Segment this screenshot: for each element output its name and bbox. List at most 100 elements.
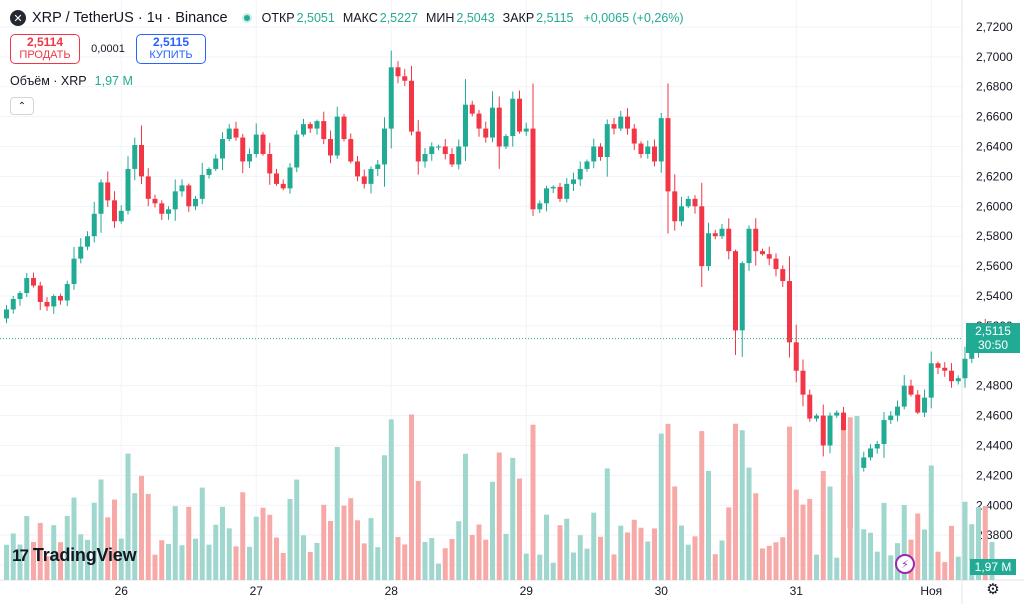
volume-bar [213, 524, 219, 580]
volume-bar [220, 506, 225, 580]
candle-body [4, 309, 9, 319]
volume-bar [348, 498, 354, 580]
candle-body [395, 67, 401, 77]
candle-body [638, 143, 644, 154]
volume-legend[interactable]: Объём · XRP 1,97 M [10, 74, 133, 88]
candle-body [591, 146, 597, 162]
volume-bar [44, 556, 50, 580]
candle-body [908, 385, 914, 395]
volume-bar [868, 532, 873, 580]
candle-body [503, 136, 509, 147]
volume-bar [186, 506, 192, 580]
candle-body [577, 168, 583, 180]
x-tick-label: 30 [655, 584, 669, 598]
ohlc-open-value: 2,5051 [296, 11, 335, 25]
volume-bar [280, 552, 286, 580]
volume-bar [854, 415, 860, 580]
candle-body [44, 301, 50, 307]
y-tick-label: 2,6000 [976, 199, 1013, 213]
volume-bar [58, 542, 63, 580]
candle-body [719, 228, 725, 237]
candle-body [267, 154, 273, 174]
ohlc-close-label: ЗАКР [502, 11, 535, 25]
volume-bar [402, 544, 408, 580]
volume-bar [240, 492, 246, 580]
volume-bar [71, 497, 77, 580]
candle-body [294, 134, 300, 168]
volume-bar [712, 554, 718, 580]
candle-body [145, 176, 151, 199]
candle-body [274, 173, 279, 184]
market-status-dot [241, 13, 252, 23]
candle-body [361, 176, 367, 184]
candle-body [476, 113, 482, 129]
candle-body [807, 394, 813, 419]
volume-bar [928, 465, 934, 580]
volume-bar [287, 498, 293, 580]
volume-bar [226, 528, 232, 580]
candle-body [557, 186, 563, 199]
candle-body [24, 278, 30, 294]
volume-bar [490, 481, 495, 580]
candle-body [469, 104, 475, 114]
x-tick-label: 27 [250, 584, 264, 598]
tradingview-logo[interactable]: 17 TradingView [12, 545, 137, 566]
volume-bar [571, 552, 576, 580]
candle-body [773, 258, 779, 270]
volume-bar [598, 536, 603, 580]
volume-bar [969, 524, 975, 580]
collapse-legend-button[interactable]: ⌃ [10, 97, 34, 115]
volume-bar [267, 514, 273, 580]
candle-body [753, 228, 759, 252]
candle-body [442, 146, 448, 154]
ohlc-close-value: 2,5115 [536, 11, 574, 25]
volume-bar [98, 479, 104, 580]
volume-bar [888, 555, 894, 580]
candle-body [112, 200, 117, 222]
x-tick-label: Ноя [920, 584, 942, 598]
volume-bar [631, 519, 637, 580]
volume-bar [841, 430, 846, 580]
candle-body [483, 128, 489, 138]
buy-label: КУПИТЬ [149, 49, 193, 61]
volume-bar [463, 453, 468, 580]
volume-bar [726, 507, 732, 580]
candle-body [429, 146, 435, 154]
candle-body [598, 146, 603, 157]
ohlc-high-label: МАКС [342, 11, 378, 25]
candle-body [314, 121, 320, 129]
volume-bar [442, 548, 448, 580]
candle-body [746, 228, 752, 264]
volume-bar [800, 504, 806, 580]
candle-body [692, 198, 698, 207]
volume-bar [557, 525, 563, 580]
volume-bar [139, 475, 144, 580]
candle-body [631, 128, 637, 144]
volume-bar [523, 553, 529, 580]
volume-bar [982, 506, 988, 580]
x-tick-label: 31 [790, 584, 804, 598]
candle-body [31, 278, 36, 286]
volume-bar [564, 518, 570, 580]
sell-button[interactable]: 2,5114 ПРОДАТЬ [10, 34, 80, 64]
candle-body [699, 206, 705, 267]
ohlc-high-value: 2,5227 [379, 11, 418, 25]
lightning-icon[interactable]: ⚡ [895, 554, 915, 574]
volume-bar [449, 538, 455, 580]
candle-body [496, 107, 502, 147]
candle-body [537, 203, 543, 210]
y-tick-label: 2,5800 [976, 229, 1013, 243]
candle-body [139, 145, 144, 177]
symbol-title[interactable]: XRP / TetherUS · 1ч · Binance [32, 10, 228, 26]
volume-bar [901, 505, 907, 580]
settings-gear-icon[interactable]: ⚙ [986, 581, 1000, 598]
trade-buttons: 2,5114 ПРОДАТЬ 0,0001 2,5115 КУПИТЬ [10, 34, 206, 64]
buy-button[interactable]: 2,5115 КУПИТЬ [136, 34, 206, 64]
volume-bar [355, 520, 360, 580]
candle-body [780, 269, 786, 282]
volume-bar [314, 542, 320, 580]
candle-body [523, 128, 529, 132]
volume-bar [368, 518, 374, 580]
volume-bar [193, 538, 198, 580]
